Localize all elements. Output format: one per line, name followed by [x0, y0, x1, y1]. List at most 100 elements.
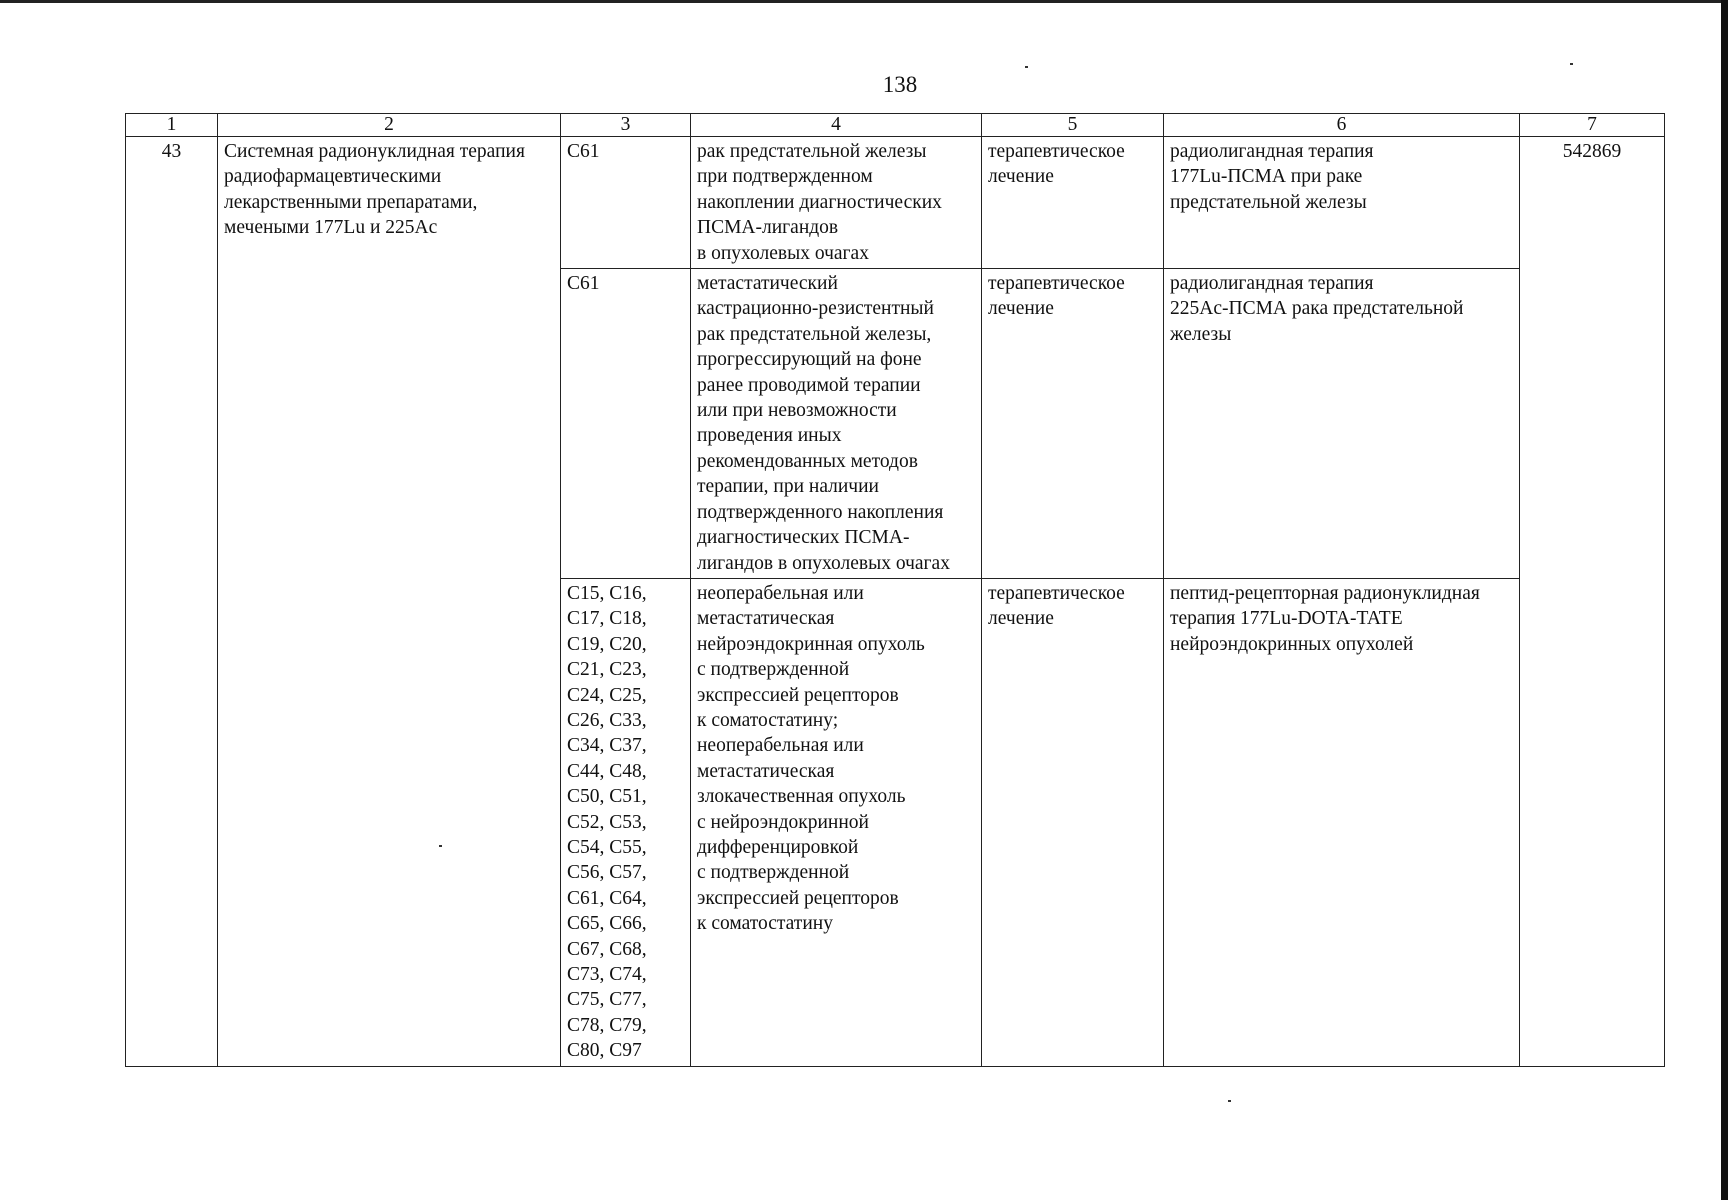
header-cell: 6 [1163, 113, 1520, 137]
text-line: метастатический [697, 273, 838, 295]
text-line: C65, C66, [567, 913, 647, 935]
table-row: C61 метастатический кастрационно-резистен… [126, 268, 1665, 579]
row-number-cell: 43 [125, 136, 218, 1067]
text-line: диагностических ПСМА- [697, 527, 910, 549]
text-line: C61, C64, [567, 887, 647, 909]
text-line: 177Lu-ПСМА при раке [1170, 166, 1363, 188]
text-line: мечеными 177Lu и 225Ac [224, 217, 438, 239]
services-table: 1 2 3 4 5 6 7 43 Системная радионуклидна… [125, 113, 1665, 1067]
text-line: кастрационно-резистентный [697, 298, 934, 320]
text-line: метастатическая [697, 608, 835, 630]
condition-cell: неоперабельная или метастатическая нейроэн… [690, 577, 982, 1067]
treatment-type-cell: терапевтическое лечение [981, 268, 1164, 579]
text-line: ПСМА-лигандов [697, 217, 839, 239]
text-line: с подтвержденной [697, 862, 850, 884]
text-line: терапевтическое [988, 141, 1125, 162]
treatment-type-cell: терапевтическое лечение [981, 135, 1164, 270]
service-name-cell: Системная радионуклидная терапия радиофар… [217, 136, 561, 1067]
text-line: дифференцировкой [697, 836, 859, 858]
text-line: рекомендованных методов [697, 450, 918, 472]
text-line: лечение [988, 166, 1054, 188]
text-line: метастатическая [697, 760, 835, 782]
text-line: рак предстательной железы [697, 141, 927, 162]
text-line: C54, C55, [567, 836, 647, 858]
text-line: C19, C20, [567, 633, 647, 655]
text-line: с подтвержденной [697, 659, 850, 681]
text-line: C24, C25, [567, 684, 647, 706]
text-line: или при невозможности [697, 400, 897, 422]
condition-cell: рак предстательной железы при подтвержден… [690, 135, 982, 270]
text-line: лечение [988, 298, 1054, 320]
code-cell: 542869 [1519, 136, 1665, 1067]
text-line: C56, C57, [567, 862, 647, 884]
text-line: с нейроэндокринной [697, 811, 869, 833]
text-line: лекарственными препаратами, [224, 191, 478, 213]
text-line: к соматостатину; [697, 709, 839, 731]
text-line: злокачественная опухоль [697, 786, 906, 808]
text-line: рак предстательной железы, [697, 323, 932, 345]
text-line: 225Ac-ПСМА рака предстательной [1170, 298, 1464, 320]
text-line: к соматостатину [697, 913, 833, 935]
text-line: неоперабельная или [697, 735, 864, 757]
text-line: C21, C23, [567, 659, 647, 681]
text-line: радиолигандная терапия [1170, 273, 1374, 295]
header-row: 1 2 3 4 5 6 7 [125, 113, 1665, 137]
text-line: пептид-рецепторная радионуклидная [1170, 582, 1480, 604]
icd-cell: C61 [560, 135, 691, 270]
text-line: накоплении диагностических [697, 191, 942, 213]
treatment-type-cell: терапевтическое лечение [981, 577, 1164, 1067]
scan-speck [1228, 1100, 1231, 1102]
text-line: C67, C68, [567, 938, 647, 960]
text-line: радиофармацевтическими [224, 166, 442, 188]
text-line: C26, C33, [567, 709, 647, 731]
text-line: железы [1170, 323, 1232, 345]
text-line: терапевтическое [988, 582, 1125, 604]
icd-cell: C15, C16, C17, C18, C19, C20, C21, C23, C24,… [560, 577, 691, 1067]
page-number: 138 [882, 72, 918, 97]
text-line: C52, C53, [567, 811, 647, 833]
text-line: в опухолевых очагах [697, 242, 869, 264]
method-cell: пептид-рецепторная радионуклидная терапия… [1163, 577, 1520, 1067]
text-line: при подтвержденном [697, 166, 873, 188]
text-line: лигандов в опухолевых очагах [697, 552, 950, 574]
scan-right-edge [1721, 0, 1728, 1200]
text-line: предстательной железы [1170, 191, 1367, 213]
text-line: Системная радионуклидная терапия [224, 141, 525, 162]
text-line: C44, C48, [567, 760, 647, 782]
scan-top-edge [0, 0, 1728, 3]
text-line: экспрессией рецепторов [697, 684, 899, 706]
table-row: 43 Системная радионуклидная терапия радио… [125, 135, 1665, 1067]
text-line: ранее проводимой терапии [697, 374, 921, 396]
text-line: C61 [567, 273, 600, 295]
header-cell: 3 [560, 113, 691, 137]
header-cell: 2 [217, 113, 561, 137]
text-line: C80, C97 [567, 1040, 642, 1062]
scan-speck [1570, 63, 1573, 65]
method-cell: радиолигандная терапия 225Ac-ПСМА рака пр… [1163, 268, 1520, 579]
header-cell: 5 [981, 113, 1164, 137]
icd-cell: C61 [560, 268, 691, 579]
text-line: терапия 177Lu-DOTA-TATE [1170, 608, 1403, 630]
scan-speck [1025, 66, 1028, 68]
header-cell: 7 [1519, 113, 1665, 137]
text-line: лечение [988, 608, 1054, 630]
text-line: экспрессией рецепторов [697, 887, 899, 909]
text-line: радиолигандная терапия [1170, 141, 1374, 162]
header-cell: 1 [125, 113, 218, 137]
text-line: C15, C16, [567, 582, 647, 604]
text-line: C17, C18, [567, 608, 647, 630]
text-line: C75, C77, [567, 989, 647, 1011]
text-line: C73, C74, [567, 964, 647, 985]
text-line: C50, C51, [567, 786, 647, 808]
text-line: C78, C79, [567, 1014, 647, 1036]
header-cell: 4 [690, 113, 982, 137]
text-line: терапевтическое [988, 273, 1125, 295]
scan-speck [439, 845, 442, 847]
text-line: C61 [567, 141, 600, 162]
text-line: нейроэндокринных опухолей [1170, 633, 1414, 655]
text-line: прогрессирующий на фоне [697, 349, 922, 371]
text-line: нейроэндокринная опухоль [697, 633, 925, 655]
text-line: неоперабельная или [697, 582, 864, 604]
text-line: C34, C37, [567, 735, 647, 757]
table-row: C15, C16, C17, C18, C19, C20, C21, C23, C24,… [126, 577, 1665, 1067]
